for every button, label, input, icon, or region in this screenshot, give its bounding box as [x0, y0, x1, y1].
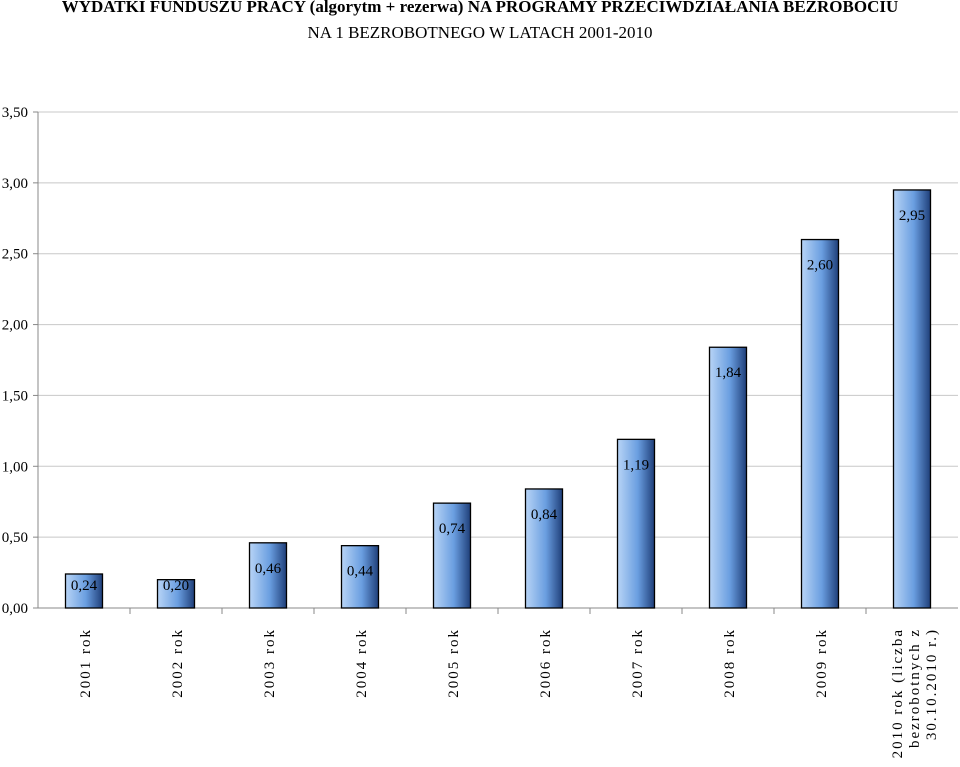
data-label: 1,19: [623, 457, 649, 473]
category-label-line: 2001 rok: [78, 628, 94, 698]
y-tick-label: 2,50: [2, 247, 28, 263]
y-tick-label: 2,00: [2, 318, 28, 334]
bar: [432, 502, 472, 609]
category-label-line: 2010 rok (liczba: [890, 628, 906, 758]
data-label: 2,60: [807, 258, 833, 274]
bar: [156, 579, 196, 609]
category-label-line: 2008 rok: [722, 628, 738, 698]
data-label: 0,44: [347, 564, 374, 580]
category-label: 2005 rok: [446, 628, 462, 698]
category-label: 2008 rok: [722, 628, 738, 698]
category-label-line: bezrobotnych z: [907, 628, 923, 748]
y-tick-label: 1,00: [2, 459, 28, 475]
chart-title-line-2: NA 1 BEZROBOTNEGO W LATACH 2001-2010: [307, 23, 653, 42]
y-tick-label: 0,00: [2, 601, 28, 617]
bar: [64, 573, 104, 609]
category-label-line: 2003 rok: [262, 628, 278, 698]
category-label-line: 2005 rok: [446, 628, 462, 698]
data-labels: 0,24 0,20 0,46 0,44 0,74 0,84 1,19 1,84 2,60 2,95: [71, 208, 925, 594]
data-label: 2,95: [899, 208, 925, 224]
bars: [64, 189, 932, 609]
bar: [340, 544, 380, 609]
category-label: 2007 rok: [630, 628, 646, 698]
y-tick-label: 3,50: [2, 105, 28, 121]
y-tick-label: 1,50: [2, 388, 28, 404]
category-label-line: 2006 rok: [538, 628, 554, 698]
category-label: 2003 rok: [262, 628, 278, 698]
bar: [616, 438, 656, 609]
category-label-line: 2009 rok: [814, 628, 830, 698]
data-label: 0,46: [255, 561, 282, 577]
category-label-line: 2007 rok: [630, 628, 646, 698]
category-label: 2010 rok (liczba bezrobotnych z 30.10.2010…: [890, 628, 940, 758]
category-label-line: 2002 rok: [170, 628, 186, 698]
category-label: 2009 rok: [814, 628, 830, 698]
bar: [892, 189, 932, 609]
category-label: 2001 rok: [78, 628, 94, 698]
bar: [524, 488, 564, 609]
category-label-line: 2004 rok: [354, 628, 370, 698]
y-tick-label: 3,00: [2, 176, 28, 192]
category-label-line: 30.10.2010 r.): [924, 628, 940, 740]
category-label: 2002 rok: [170, 628, 186, 698]
bar: [248, 542, 288, 609]
data-label: 0,84: [531, 507, 558, 523]
category-label: 2006 rok: [538, 628, 554, 698]
data-label: 0,24: [71, 578, 98, 594]
category-labels: 2001 rok 2002 rok 2003 rok 2004 rok 2005 rok…: [78, 628, 940, 758]
bar: [800, 238, 840, 609]
data-label: 0,20: [163, 578, 189, 594]
data-label: 1,84: [715, 365, 742, 381]
bar: [708, 346, 748, 609]
chart-title-line-1: WYDATKI FUNDUSZU PRACY (algorytm + rezer…: [61, 0, 899, 16]
y-tick-label: 0,50: [2, 530, 28, 546]
category-label: 2004 rok: [354, 628, 370, 698]
data-label: 0,74: [439, 521, 466, 537]
